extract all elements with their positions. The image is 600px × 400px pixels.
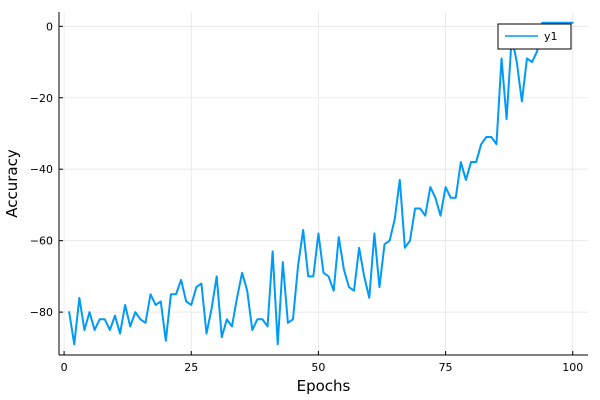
x-tick-label: 75 [439,361,453,374]
legend-label-y1: y1 [544,30,558,43]
y-ticks: 0 −20 −40 −60 −80 [30,20,63,319]
y-tick-label: −40 [30,163,53,176]
y-tick-label: −60 [30,235,53,248]
y-tick-label: −20 [30,92,53,105]
y-axis-title: Accuracy [3,149,21,218]
grid [59,12,588,355]
x-tick-label: 50 [311,361,325,374]
x-tick-label: 25 [184,361,198,374]
x-tick-label: 0 [61,361,68,374]
axes [58,12,588,356]
x-axis-title: Epochs [297,377,351,395]
legend: y1 [497,23,572,50]
x-ticks: 0 25 50 75 100 [61,351,583,374]
series-line-y1 [68,21,574,346]
y-tick-label: −80 [30,306,53,319]
x-tick-label: 100 [562,361,583,374]
y-tick-label: 0 [46,20,53,33]
series-group [68,21,574,346]
